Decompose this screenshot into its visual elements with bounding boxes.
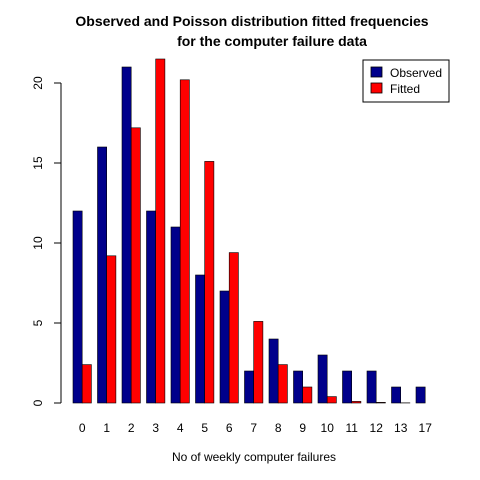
- bar-fitted-11: [351, 401, 362, 404]
- chart-title-line-1: Observed and Poisson distribution fitted…: [75, 13, 428, 29]
- bar-fitted-5: [204, 161, 215, 404]
- bar-observed-2: [121, 66, 132, 404]
- bar-observed-10: [317, 354, 328, 404]
- bar-observed-13: [391, 386, 401, 404]
- x-tick-label-1: 1: [103, 421, 110, 435]
- bar-fitted-10: [326, 396, 337, 404]
- y-tick-label-5: 5: [31, 319, 45, 326]
- y-axis: 0 5 10 15 20: [31, 76, 62, 406]
- x-tick-label-6: 6: [226, 421, 233, 435]
- y-tick-label-20: 20: [31, 76, 45, 90]
- bar-fitted-4: [179, 79, 190, 404]
- bar-observed-11: [342, 370, 352, 404]
- bar-fitted-12: [375, 402, 386, 404]
- legend-label-fitted: Fitted: [390, 82, 420, 96]
- x-tick-label-11: 11: [345, 421, 358, 435]
- bar-fitted-0: [81, 364, 92, 404]
- legend-swatch-fitted: [370, 82, 383, 94]
- bar-observed-8: [268, 338, 279, 404]
- y-tick-label-10: 10: [31, 236, 45, 250]
- y-tick-label-0: 0: [31, 399, 45, 406]
- x-tick-label-2: 2: [128, 421, 135, 435]
- bar-fitted-8: [277, 364, 288, 404]
- x-tick-label-8: 8: [275, 421, 282, 435]
- x-tick-label-9: 9: [299, 421, 306, 435]
- x-tick-label-17: 17: [419, 421, 433, 435]
- legend-swatch-observed: [370, 66, 383, 78]
- x-tick-label-7: 7: [250, 421, 257, 435]
- x-axis: 0 1 2 3 4 5 6 7 8 9 10 11 12 13 17: [79, 421, 432, 435]
- x-tick-label-10: 10: [321, 421, 335, 435]
- x-axis-label: No of weekly computer failures: [172, 450, 336, 464]
- bar-observed-5: [195, 274, 205, 404]
- legend-label-observed: Observed: [390, 66, 442, 80]
- x-tick-label-0: 0: [79, 421, 86, 435]
- bar-fitted-7: [253, 321, 264, 404]
- bar-fitted-9: [302, 386, 313, 404]
- bar-fitted-2: [130, 127, 141, 404]
- x-tick-label-13: 13: [394, 421, 408, 435]
- legend: Observed Fitted: [362, 59, 450, 103]
- plot-area: [72, 58, 426, 404]
- x-tick-label-12: 12: [370, 421, 384, 435]
- bar-fitted-3: [155, 58, 166, 404]
- bar-observed-17: [415, 386, 426, 404]
- bar-observed-7: [244, 370, 254, 404]
- bar-observed-3: [146, 210, 156, 404]
- bar-fitted-1: [106, 255, 117, 404]
- chart-title-line-2: for the computer failure data: [177, 33, 367, 49]
- bar-observed-1: [97, 146, 107, 404]
- bar-observed-0: [72, 210, 83, 404]
- bar-observed-9: [293, 370, 303, 404]
- bar-observed-12: [366, 370, 377, 404]
- y-tick-label-15: 15: [31, 156, 45, 170]
- x-tick-label-5: 5: [201, 421, 208, 435]
- x-tick-label-3: 3: [152, 421, 159, 435]
- bar-observed-6: [219, 290, 230, 404]
- bar-observed-4: [170, 226, 181, 404]
- x-tick-label-4: 4: [177, 421, 184, 435]
- bar-fitted-6: [228, 252, 239, 404]
